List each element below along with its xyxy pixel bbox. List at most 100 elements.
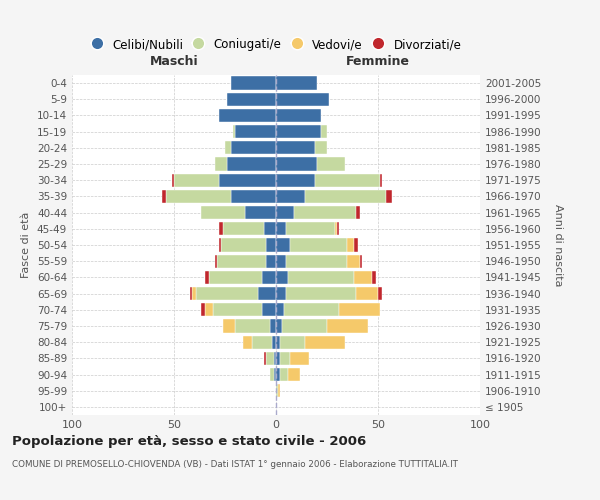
Bar <box>221 238 266 252</box>
Bar <box>347 238 353 252</box>
Bar <box>227 92 276 106</box>
Bar <box>335 222 337 235</box>
Text: Femmine: Femmine <box>346 54 410 68</box>
Bar <box>245 206 276 220</box>
Bar <box>317 158 346 170</box>
Bar <box>315 174 380 187</box>
Bar <box>282 320 327 332</box>
Bar <box>270 368 274 381</box>
Bar <box>295 206 356 220</box>
Bar <box>359 254 362 268</box>
Bar <box>235 320 270 332</box>
Bar <box>223 320 235 332</box>
Bar <box>193 287 196 300</box>
Bar <box>215 254 217 268</box>
Bar <box>290 352 308 365</box>
Bar <box>172 174 174 187</box>
Bar <box>190 287 193 300</box>
Bar <box>213 303 262 316</box>
Bar <box>225 141 231 154</box>
Bar <box>276 158 317 170</box>
Bar <box>219 238 221 252</box>
Bar <box>266 254 276 268</box>
Bar <box>274 352 276 365</box>
Bar <box>278 384 280 398</box>
Bar <box>264 352 266 365</box>
Bar <box>274 368 276 381</box>
Bar <box>196 287 257 300</box>
Bar <box>280 352 290 365</box>
Bar <box>305 336 346 349</box>
Bar <box>266 352 274 365</box>
Bar <box>219 109 276 122</box>
Bar <box>276 303 284 316</box>
Bar <box>276 222 286 235</box>
Bar <box>378 287 382 300</box>
Bar <box>288 368 301 381</box>
Text: COMUNE DI PREMOSELLO-CHIOVENDA (VB) - Dati ISTAT 1° gennaio 2006 - Elaborazione : COMUNE DI PREMOSELLO-CHIOVENDA (VB) - Da… <box>12 460 458 469</box>
Bar <box>276 270 288 284</box>
Bar <box>290 238 347 252</box>
Bar <box>380 174 382 187</box>
Bar <box>386 190 392 203</box>
Bar <box>280 336 305 349</box>
Bar <box>276 141 315 154</box>
Bar <box>305 190 386 203</box>
Bar <box>286 254 347 268</box>
Bar <box>257 287 276 300</box>
Bar <box>162 190 166 203</box>
Bar <box>280 368 288 381</box>
Bar <box>276 384 278 398</box>
Bar <box>200 303 205 316</box>
Bar <box>266 238 276 252</box>
Bar <box>276 352 280 365</box>
Y-axis label: Anni di nascita: Anni di nascita <box>553 204 563 286</box>
Text: Maschi: Maschi <box>149 54 199 68</box>
Bar <box>215 158 227 170</box>
Bar <box>372 270 376 284</box>
Bar <box>347 254 359 268</box>
Bar <box>276 320 282 332</box>
Bar <box>276 238 290 252</box>
Bar <box>321 125 327 138</box>
Bar <box>227 158 276 170</box>
Bar <box>205 270 209 284</box>
Bar <box>272 336 276 349</box>
Bar <box>235 125 276 138</box>
Bar <box>217 254 266 268</box>
Bar <box>276 190 305 203</box>
Bar <box>251 336 272 349</box>
Bar <box>231 141 276 154</box>
Bar <box>339 303 380 316</box>
Bar <box>262 270 276 284</box>
Bar <box>353 270 372 284</box>
Bar <box>270 320 276 332</box>
Bar <box>264 222 276 235</box>
Bar <box>276 206 295 220</box>
Bar <box>219 222 223 235</box>
Bar <box>223 222 264 235</box>
Bar <box>286 222 335 235</box>
Bar <box>231 76 276 90</box>
Bar <box>276 287 286 300</box>
Y-axis label: Fasce di età: Fasce di età <box>22 212 31 278</box>
Bar <box>276 92 329 106</box>
Bar <box>276 125 321 138</box>
Bar <box>356 287 378 300</box>
Bar <box>262 303 276 316</box>
Bar <box>356 206 359 220</box>
Bar <box>209 270 262 284</box>
Bar <box>315 141 327 154</box>
Bar <box>231 190 276 203</box>
Bar <box>219 174 276 187</box>
Bar <box>276 336 280 349</box>
Bar <box>276 76 317 90</box>
Bar <box>233 125 235 138</box>
Bar <box>288 270 353 284</box>
Bar <box>276 109 321 122</box>
Bar <box>286 287 356 300</box>
Bar <box>276 254 286 268</box>
Bar <box>200 206 245 220</box>
Bar <box>337 222 339 235</box>
Legend: Celibi/Nubili, Coniugati/e, Vedovi/e, Divorziati/e: Celibi/Nubili, Coniugati/e, Vedovi/e, Di… <box>86 34 466 56</box>
